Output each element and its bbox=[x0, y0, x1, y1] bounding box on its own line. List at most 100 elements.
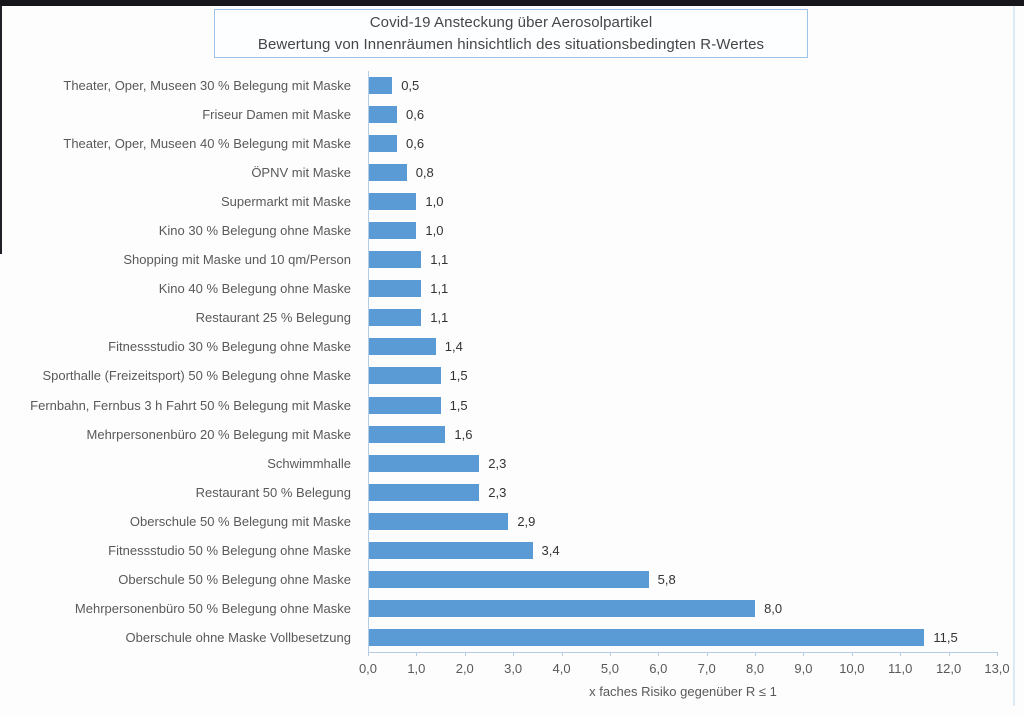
bar bbox=[368, 77, 393, 95]
category-label: ÖPNV mit Maske bbox=[251, 165, 351, 181]
plot-area-row: 1,0 bbox=[368, 216, 997, 245]
bar bbox=[368, 309, 422, 327]
chart-row: Mehrpersonenbüro 50 % Belegung ohne Mask… bbox=[0, 594, 1024, 623]
category-label: Mehrpersonenbüro 50 % Belegung ohne Mask… bbox=[74, 600, 351, 616]
value-label: 1,0 bbox=[425, 223, 444, 239]
chart-row: Kino 40 % Belegung ohne Maske 1,1 bbox=[0, 274, 1024, 303]
plot-area-row: 2,3 bbox=[368, 478, 997, 507]
category-label: Oberschule 50 % Belegung ohne Maske bbox=[118, 571, 351, 587]
chart-row: Supermarkt mit Maske 1,0 bbox=[0, 187, 1024, 216]
chart-title-box: Covid-19 Ansteckung über Aerosolpartikel… bbox=[214, 9, 808, 58]
bar bbox=[368, 367, 441, 385]
value-label: 1,4 bbox=[444, 339, 463, 355]
x-axis-title: x faches Risiko gegenüber R ≤ 1 bbox=[589, 684, 777, 699]
chart-row: Theater, Oper, Museen 30 % Belegung mit … bbox=[0, 71, 1024, 100]
value-label: 1,1 bbox=[430, 252, 449, 268]
tick-label: 5,0 bbox=[600, 661, 619, 676]
tick-mark bbox=[561, 652, 563, 656]
chart-row: Oberschule ohne Maske Vollbesetzung 11,5 bbox=[0, 623, 1024, 652]
bar bbox=[368, 483, 480, 501]
value-label: 0,5 bbox=[401, 78, 420, 94]
value-label: 1,1 bbox=[430, 310, 449, 326]
chart-row: Restaurant 50 % Belegung 2,3 bbox=[0, 478, 1024, 507]
plot-area-row: 0,5 bbox=[368, 71, 997, 100]
category-label: Theater, Oper, Museen 30 % Belegung mit … bbox=[63, 78, 351, 94]
plot-area-row: 3,4 bbox=[368, 536, 997, 565]
value-label: 2,3 bbox=[488, 484, 507, 500]
chart-row: Mehrpersonenbüro 20 % Belegung mit Maske… bbox=[0, 420, 1024, 449]
chart-row: Friseur Damen mit Maske 0,6 bbox=[0, 100, 1024, 129]
value-label: 1,6 bbox=[454, 426, 473, 442]
bar bbox=[368, 396, 441, 414]
category-label: Supermarkt mit Maske bbox=[220, 194, 351, 210]
chart-row: Oberschule 50 % Belegung mit Maske 2,9 bbox=[0, 507, 1024, 536]
screenshot-left-border bbox=[0, 6, 2, 254]
plot-area-row: 0,6 bbox=[368, 100, 997, 129]
tick-label: 9,0 bbox=[794, 661, 813, 676]
chart-row: Fitnessstudio 30 % Belegung ohne Maske 1,… bbox=[0, 332, 1024, 361]
plot-area-row: 0,8 bbox=[368, 158, 997, 187]
chart-row: Schwimmhalle 2,3 bbox=[0, 449, 1024, 478]
bar-rows-container: Theater, Oper, Museen 30 % Belegung mit … bbox=[0, 71, 1024, 652]
bar bbox=[368, 454, 480, 472]
value-label: 1,5 bbox=[449, 397, 468, 413]
chart-title-line1: Covid-19 Ansteckung über Aerosolpartikel bbox=[369, 13, 653, 31]
screenshot-top-border bbox=[0, 0, 1024, 6]
bar bbox=[368, 541, 533, 559]
tick-mark bbox=[851, 652, 853, 656]
category-axis-line bbox=[368, 71, 369, 652]
plot-area-row: 2,3 bbox=[368, 449, 997, 478]
category-label: Fitnessstudio 30 % Belegung ohne Maske bbox=[108, 339, 351, 355]
chart-row: Fitnessstudio 50 % Belegung ohne Maske 3,… bbox=[0, 536, 1024, 565]
tick-label: 0,0 bbox=[358, 661, 378, 676]
tick-label: 10,0 bbox=[839, 661, 865, 676]
chart-row: Sporthalle (Freizeitsport) 50 % Belegung… bbox=[0, 361, 1024, 390]
value-label: 1,1 bbox=[430, 281, 449, 297]
bar bbox=[368, 193, 417, 211]
value-label: 5,8 bbox=[657, 571, 676, 587]
value-label: 2,3 bbox=[488, 455, 507, 471]
plot-area-row: 1,1 bbox=[368, 274, 997, 303]
chart-row: Restaurant 25 % Belegung 1,1 bbox=[0, 303, 1024, 332]
plot-area-row: 1,6 bbox=[368, 420, 997, 449]
plot-area-row: 5,8 bbox=[368, 565, 997, 594]
plot-area-row: 1,5 bbox=[368, 361, 997, 390]
tick-mark bbox=[900, 652, 902, 656]
plot-area-row: 1,1 bbox=[368, 303, 997, 332]
tick-mark bbox=[803, 652, 805, 656]
plot-area-row: 1,0 bbox=[368, 187, 997, 216]
plot-area-row: 2,9 bbox=[368, 507, 997, 536]
tick-label: 12,0 bbox=[935, 661, 962, 676]
category-label: Schwimmhalle bbox=[267, 455, 351, 471]
plot-area-row: 0,6 bbox=[368, 129, 997, 158]
tick-mark bbox=[658, 652, 660, 656]
value-label: 0,6 bbox=[406, 136, 425, 152]
category-label: Sporthalle (Freizeitsport) 50 % Belegung… bbox=[42, 368, 351, 384]
category-label: Theater, Oper, Museen 40 % Belegung mit … bbox=[63, 136, 351, 152]
chart-row: Fernbahn, Fernbus 3 h Fahrt 50 % Belegun… bbox=[0, 391, 1024, 420]
tick-label: 8,0 bbox=[746, 661, 765, 676]
bar bbox=[368, 338, 436, 356]
chart-row: Theater, Oper, Museen 40 % Belegung mit … bbox=[0, 129, 1024, 158]
tick-mark bbox=[609, 652, 611, 656]
value-label: 0,6 bbox=[406, 107, 425, 123]
value-label: 2,9 bbox=[517, 513, 536, 529]
category-label: Fitnessstudio 50 % Belegung ohne Maske bbox=[108, 542, 351, 558]
bar bbox=[368, 425, 446, 443]
tick-label: 1,0 bbox=[407, 661, 426, 676]
tick-mark bbox=[755, 652, 757, 656]
category-label: Oberschule 50 % Belegung mit Maske bbox=[129, 513, 351, 529]
category-label: Shopping mit Maske und 10 qm/Person bbox=[123, 252, 351, 268]
tick-mark bbox=[416, 652, 418, 656]
bar bbox=[368, 599, 756, 617]
value-label: 0,8 bbox=[415, 165, 434, 181]
plot-area-row: 1,4 bbox=[368, 332, 997, 361]
bar bbox=[368, 280, 422, 298]
bar bbox=[368, 570, 649, 588]
chart-row: Oberschule 50 % Belegung ohne Maske 5,8 bbox=[0, 565, 1024, 594]
chart-title-line2: Bewertung von Innenräumen hinsichtlich d… bbox=[257, 35, 765, 53]
value-label: 11,5 bbox=[933, 629, 958, 645]
value-label: 1,0 bbox=[425, 194, 444, 210]
bar bbox=[368, 106, 398, 124]
